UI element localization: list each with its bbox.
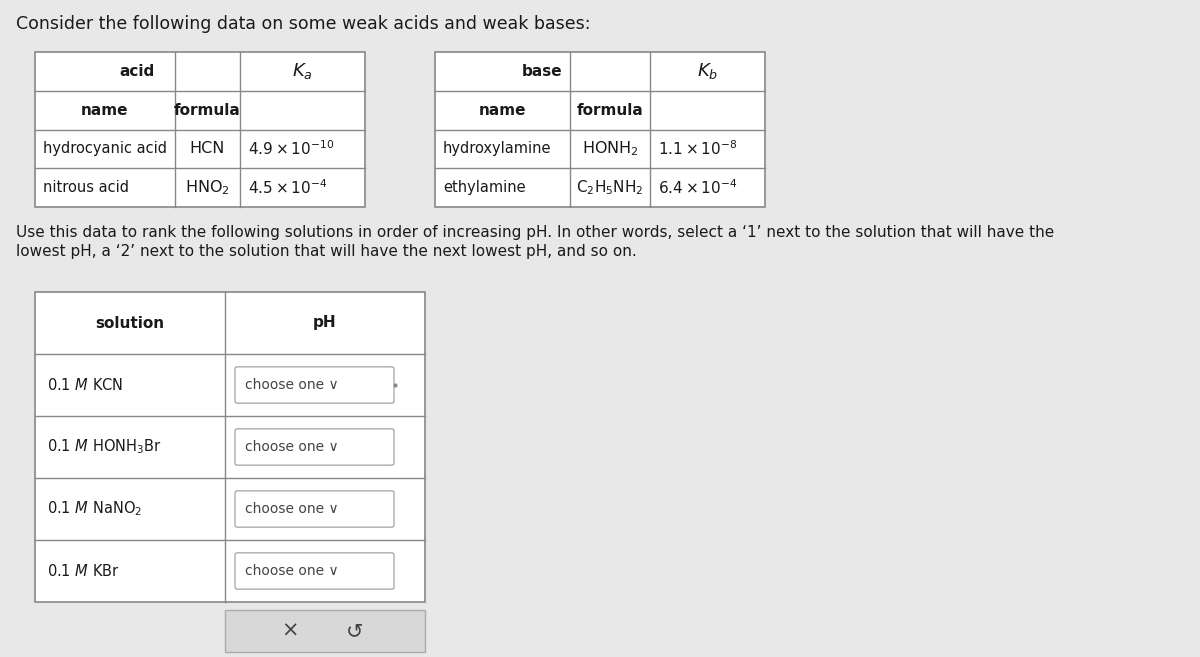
Text: Use this data to rank the following solutions in order of increasing pH. In othe: Use this data to rank the following solu… — [16, 225, 1055, 240]
Text: $4.9\times10^{-10}$: $4.9\times10^{-10}$ — [248, 139, 335, 158]
Text: name: name — [82, 102, 128, 118]
Text: lowest pH, a ‘2’ next to the solution that will have the next lowest pH, and so : lowest pH, a ‘2’ next to the solution th… — [16, 244, 637, 259]
Text: pH: pH — [313, 315, 337, 330]
Text: $1.1\times10^{-8}$: $1.1\times10^{-8}$ — [658, 139, 738, 158]
Bar — [436, 52, 766, 207]
Text: formula: formula — [577, 102, 643, 118]
FancyBboxPatch shape — [235, 491, 394, 527]
Text: hydroxylamine: hydroxylamine — [443, 141, 552, 156]
Text: nitrous acid: nitrous acid — [43, 180, 130, 195]
Text: name: name — [479, 102, 527, 118]
Text: choose one ∨: choose one ∨ — [245, 502, 338, 516]
Text: Consider the following data on some weak acids and weak bases:: Consider the following data on some weak… — [16, 15, 590, 33]
Text: 0.1 $M$ NaNO$_2$: 0.1 $M$ NaNO$_2$ — [47, 500, 142, 518]
Text: 0.1 $M$ KBr: 0.1 $M$ KBr — [47, 563, 120, 579]
Text: ↺: ↺ — [347, 621, 364, 641]
FancyBboxPatch shape — [235, 367, 394, 403]
Text: $\mathrm{C_2H_5NH_2}$: $\mathrm{C_2H_5NH_2}$ — [576, 178, 644, 197]
Text: acid: acid — [120, 64, 155, 79]
Text: $4.5\times10^{-4}$: $4.5\times10^{-4}$ — [248, 178, 328, 197]
Text: HCN: HCN — [190, 141, 226, 156]
Text: $\mathrm{HNO_2}$: $\mathrm{HNO_2}$ — [185, 178, 230, 197]
Text: 0.1 $M$ KCN: 0.1 $M$ KCN — [47, 377, 124, 393]
Text: choose one ∨: choose one ∨ — [245, 564, 338, 578]
Text: 0.1 $M$ HONH$_3$Br: 0.1 $M$ HONH$_3$Br — [47, 438, 162, 457]
Bar — [35, 52, 365, 207]
Text: choose one ∨: choose one ∨ — [245, 440, 338, 454]
Text: $6.4\times10^{-4}$: $6.4\times10^{-4}$ — [658, 178, 738, 197]
FancyBboxPatch shape — [235, 553, 394, 589]
Text: base: base — [522, 64, 563, 79]
Bar — [35, 292, 425, 602]
Text: ethylamine: ethylamine — [443, 180, 526, 195]
Text: $\mathrm{HONH_2}$: $\mathrm{HONH_2}$ — [582, 139, 638, 158]
Text: $K_b$: $K_b$ — [697, 61, 718, 81]
Bar — [226, 610, 425, 652]
FancyBboxPatch shape — [235, 429, 394, 465]
Text: formula: formula — [174, 102, 241, 118]
Text: $K_a$: $K_a$ — [292, 61, 313, 81]
Text: choose one ∨: choose one ∨ — [245, 378, 338, 392]
Text: solution: solution — [96, 315, 164, 330]
Text: hydrocyanic acid: hydrocyanic acid — [43, 141, 167, 156]
Text: ×: × — [281, 621, 299, 641]
